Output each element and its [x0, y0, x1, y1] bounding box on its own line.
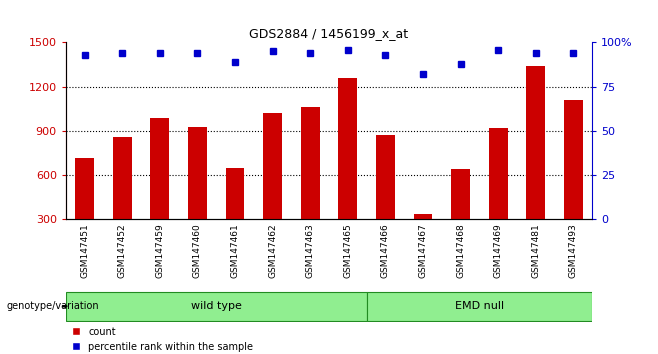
- Bar: [526, 66, 545, 219]
- Text: genotype/variation: genotype/variation: [7, 301, 99, 311]
- Legend: count, percentile rank within the sample: count, percentile rank within the sample: [70, 327, 253, 352]
- Bar: [376, 135, 395, 219]
- Bar: [301, 107, 320, 219]
- Bar: [564, 100, 583, 219]
- Text: GSM147468: GSM147468: [456, 223, 465, 278]
- Bar: [489, 128, 507, 219]
- Text: GSM147465: GSM147465: [343, 223, 352, 278]
- Text: GSM147493: GSM147493: [569, 223, 578, 278]
- Bar: [75, 158, 94, 219]
- Text: GSM147481: GSM147481: [531, 223, 540, 278]
- Bar: [113, 137, 132, 219]
- Text: GSM147459: GSM147459: [155, 223, 164, 278]
- Bar: [151, 118, 169, 219]
- Bar: [414, 213, 432, 219]
- Bar: [188, 127, 207, 219]
- Text: GSM147461: GSM147461: [230, 223, 240, 278]
- Text: GSM147467: GSM147467: [418, 223, 428, 278]
- Text: GSM147460: GSM147460: [193, 223, 202, 278]
- Text: GSM147463: GSM147463: [306, 223, 315, 278]
- Text: GSM147466: GSM147466: [381, 223, 390, 278]
- Text: GSM147452: GSM147452: [118, 223, 127, 278]
- Text: EMD null: EMD null: [455, 301, 504, 311]
- Title: GDS2884 / 1456199_x_at: GDS2884 / 1456199_x_at: [249, 27, 409, 40]
- Bar: [263, 113, 282, 219]
- Text: wild type: wild type: [191, 301, 241, 311]
- Text: GSM147451: GSM147451: [80, 223, 89, 278]
- Text: GSM147462: GSM147462: [268, 223, 277, 278]
- Text: GSM147469: GSM147469: [494, 223, 503, 278]
- Bar: [226, 168, 244, 219]
- Bar: [451, 169, 470, 219]
- Bar: [338, 78, 357, 219]
- Bar: [66, 292, 367, 321]
- Bar: [367, 292, 592, 321]
